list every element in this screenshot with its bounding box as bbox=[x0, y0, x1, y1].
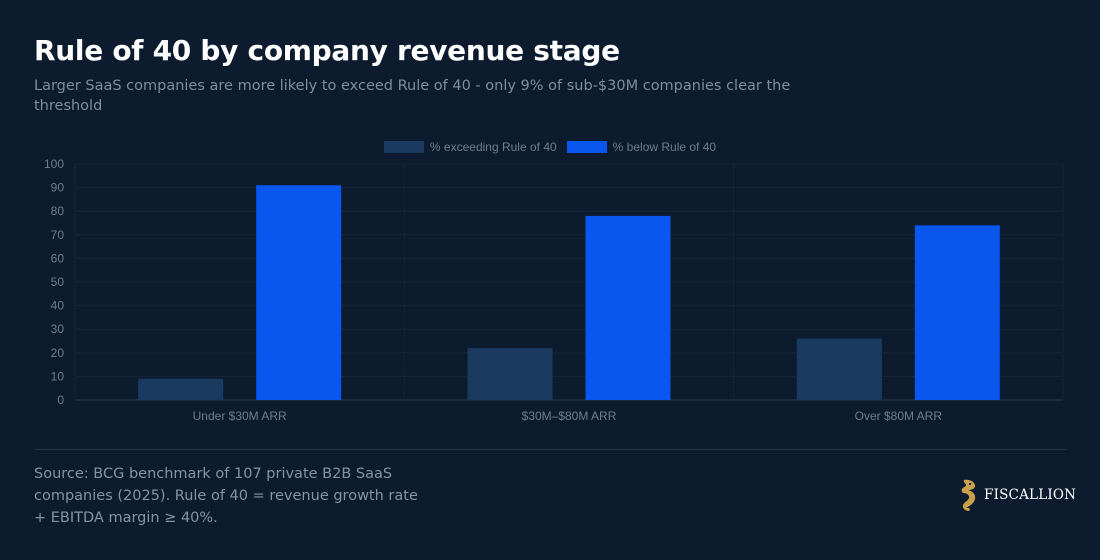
legend-swatch-below bbox=[566, 141, 607, 153]
y-tick-label: 80 bbox=[51, 204, 65, 218]
y-tick-label: 90 bbox=[51, 181, 65, 195]
legend-item-exceeding[interactable]: % exceeding Rule of 40 bbox=[383, 140, 557, 154]
seahorse-icon bbox=[961, 479, 976, 511]
y-tick-label: 40 bbox=[51, 299, 65, 313]
source-note: Source: BCG benchmark of 107 private B2B… bbox=[34, 466, 418, 526]
bar-exceeding bbox=[138, 378, 224, 400]
y-tick-label: 50 bbox=[51, 275, 65, 289]
y-tick-label: 0 bbox=[57, 393, 64, 407]
y-tick-label: 10 bbox=[51, 369, 65, 383]
x-tick-label: Under $30M ARR bbox=[193, 409, 287, 423]
y-tick-label: 30 bbox=[51, 322, 65, 336]
legend-item-below[interactable]: % below Rule of 40 bbox=[566, 140, 717, 154]
y-tick-label: 60 bbox=[51, 251, 65, 265]
bar-below bbox=[585, 215, 671, 400]
bar-below bbox=[914, 225, 1000, 400]
footer-divider bbox=[34, 449, 1066, 450]
legend-swatch-exceeding bbox=[383, 141, 424, 153]
bar-exceeding bbox=[796, 338, 882, 400]
y-tick-label: 70 bbox=[51, 228, 65, 242]
chart-title: Rule of 40 by company revenue stage bbox=[34, 34, 620, 67]
bar-exceeding bbox=[467, 348, 553, 400]
x-tick-label: $30M–$80M ARR bbox=[522, 409, 617, 423]
x-tick-label: Over $80M ARR bbox=[855, 409, 943, 423]
legend-label-below: % below Rule of 40 bbox=[612, 140, 717, 154]
brand-name: FISCALLION bbox=[984, 487, 1077, 503]
bar-chart: 0 10 20 30 40 50 60 70 80 90 100 Under $30M ARR $30M… bbox=[44, 157, 1064, 423]
y-tick-label: 100 bbox=[44, 157, 64, 171]
brand-logo: FISCALLION bbox=[958, 478, 1076, 512]
chart-subtitle: Larger SaaS companies are more likely to… bbox=[34, 78, 791, 114]
bar-below bbox=[256, 185, 342, 400]
legend: % exceeding Rule of 40 % below Rule of 4… bbox=[0, 140, 1100, 154]
legend-label-exceeding: % exceeding Rule of 40 bbox=[429, 140, 557, 154]
y-tick-label: 20 bbox=[51, 346, 65, 360]
